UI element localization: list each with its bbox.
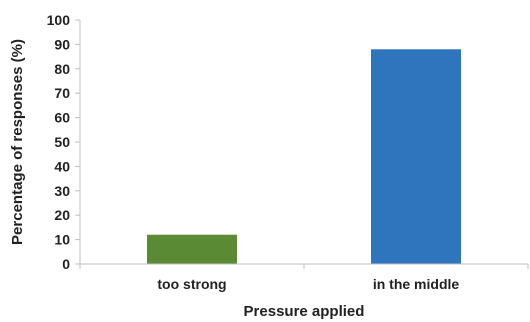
x-axis-ticks [79,264,529,269]
y-axis-title: Percentage of responses (%) [9,39,26,245]
y-tick-label: 20 [54,207,70,223]
y-axis-ticks [75,19,80,265]
y-tick-label: 0 [62,256,70,272]
x-axis-tick-labels: too strong in the middle [157,276,459,292]
x-tick-label: too strong [157,276,226,292]
y-tick-label: 100 [47,12,71,28]
y-tick-label: 10 [54,232,70,248]
bar-too-strong [147,234,237,264]
x-axis-title: Pressure applied [244,303,365,320]
y-tick-label: 40 [54,158,70,174]
y-axis-tick-labels: 0 10 20 30 40 50 60 70 80 90 100 [47,12,71,272]
y-tick-label: 70 [54,85,70,101]
y-tick-label: 50 [54,134,70,150]
bar-in-the-middle [371,49,461,264]
y-tick-label: 90 [54,36,70,52]
y-tick-label: 30 [54,183,70,199]
bars [147,49,461,264]
y-tick-label: 60 [54,110,70,126]
y-tick-label: 80 [54,61,70,77]
x-tick-label: in the middle [373,276,460,292]
